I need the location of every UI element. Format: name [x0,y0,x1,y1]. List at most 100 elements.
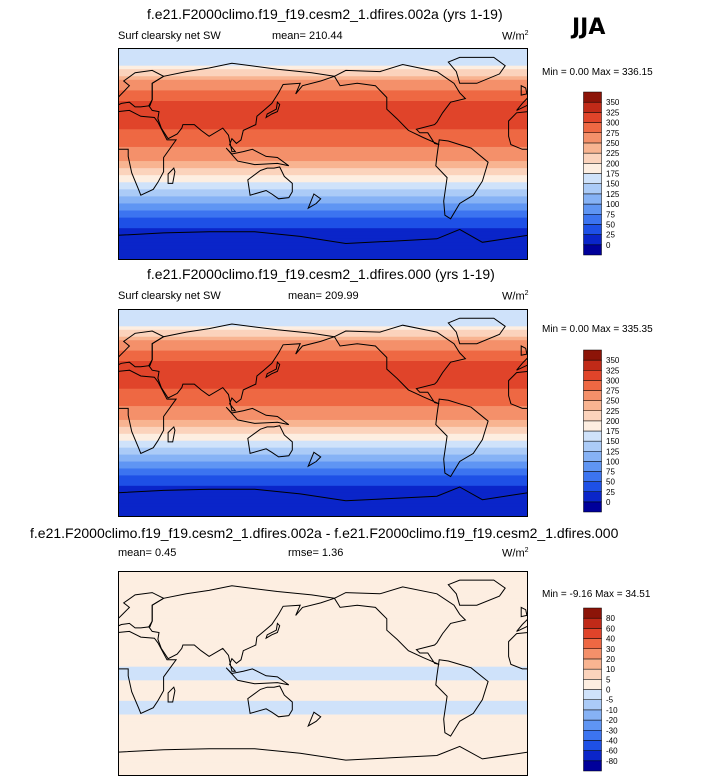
zonal-band [118,605,528,610]
zonal-band [118,104,528,109]
colorbar-box [583,224,602,235]
zonal-band [118,513,528,517]
zonal-band [118,378,528,383]
zonal-band [118,214,528,219]
colorbar-tick-label: 75 [606,468,615,477]
coastlines [118,317,528,502]
north-america-outline [333,586,467,665]
zonal-band [118,322,528,327]
antarctica-outline [118,745,528,761]
zonal-band [118,256,528,260]
zonal-band [118,426,528,431]
colorbar-tick-label: -80 [606,757,618,766]
colorbar-box [583,501,602,513]
zonal-band [118,132,528,137]
zonal-band [118,192,528,197]
zonal-band [118,755,528,760]
zonal-band [118,581,528,586]
zonal-band [118,139,528,144]
zonal-band [118,118,528,123]
south-america-outline [435,659,489,737]
zonal-band [118,343,528,348]
zonal-band [118,350,528,355]
zonal-band [118,189,528,194]
zonal-band [118,164,528,169]
zonal-band [118,741,528,746]
panel-min-max: Min = 0.00 Max = 336.15 [542,67,653,78]
zonal-band [118,748,528,753]
colorbar-tick-label: 60 [606,624,615,633]
zonal-band [118,319,528,324]
colorbar-tick-label: 175 [606,427,620,436]
zonal-band [118,765,528,770]
zonal-band [118,454,528,459]
zonal-band [118,111,528,116]
panel-title: f.e21.F2000climo.f19_f19.cesm2_1.dfires.… [147,266,495,282]
greenland-outline [447,579,506,606]
map-plot [118,309,528,517]
zonal-band [118,670,528,674]
colorbar-tick-label: -30 [606,726,618,735]
zonal-band [118,711,528,715]
zonal-band [118,185,528,190]
zonal-band [118,69,528,74]
colorbar-tick-label: 150 [606,180,620,189]
zonal-band [118,632,528,637]
asia-outline [148,585,335,672]
coastlines [118,579,528,761]
zonal-band [118,86,528,91]
zonal-band [118,506,528,511]
zonal-band [118,612,528,616]
zonal-band [118,430,528,435]
colorbar-tick-label: 350 [606,98,620,107]
asia-outline [148,62,335,153]
japan-outline [265,101,281,119]
zonal-band [118,485,528,490]
uk-outline [520,345,528,356]
colorbar-box [583,380,602,391]
zonal-band [118,83,528,88]
zonal-band [118,210,528,215]
zonal-band [118,364,528,369]
colorbar-tick-label: 175 [606,170,620,179]
antarctica-outline [118,228,528,245]
zonal-band [118,125,528,130]
zonal-band [118,367,528,372]
colorbar-box [583,410,602,422]
zonal-band [118,608,528,613]
zonal-band [118,471,528,476]
north-america-outline [333,63,467,146]
colorbar-box [583,234,602,246]
zonal-band [118,690,528,695]
colorbar-box [583,740,602,751]
zonal-bands [118,48,528,260]
zonal-band [118,122,528,127]
zonal-band [118,510,528,515]
panel-min-max: Min = -9.16 Max = 34.51 [542,589,651,600]
australia-outline [247,425,293,458]
zonal-band [118,385,528,390]
colorbar-tick-label: 250 [606,139,620,148]
zonal-band [118,465,528,469]
zonal-band [118,101,528,106]
zonal-band [118,371,528,376]
colorbar-box [583,163,602,174]
zonal-band [118,697,528,702]
zonal-band [118,129,528,134]
zonal-band [118,676,528,681]
colorbar-box [583,719,602,731]
colorbar-tick-label: 25 [606,231,615,240]
zonal-band [118,224,528,229]
zonal-band [118,221,528,226]
zonal-band [118,146,528,151]
zonal-band [118,622,528,627]
zonal-band [118,577,528,582]
zonal-band [118,762,528,767]
colorbar-box [583,91,602,103]
colorbar-tick-label: -10 [606,706,618,715]
zonal-band [118,48,528,53]
zonal-band [118,714,528,719]
map-plot [118,48,528,260]
zonal-bands [118,309,528,517]
